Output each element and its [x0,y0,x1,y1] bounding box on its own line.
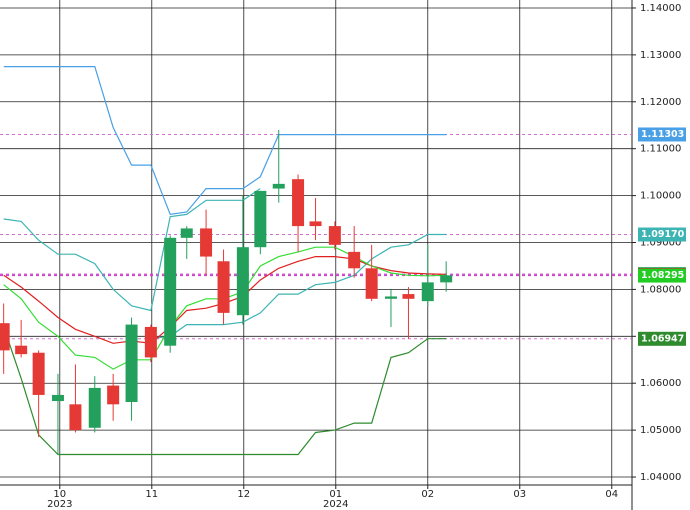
price-label-box [638,127,686,142]
candle-body [164,237,177,346]
candle-body [421,282,434,302]
y-tick-label: 1.06000 [640,378,681,389]
y-tick-label: 1.10000 [640,191,681,202]
candle-body [254,190,267,248]
price-label-box [638,268,686,283]
candle-body [107,385,120,405]
candle-body [144,326,157,358]
price-label: 1.08295 [641,270,684,281]
indicator-line [3,66,447,216]
candle-body [309,221,322,227]
y-tick-label: 1.05000 [640,425,681,436]
candle-body [384,296,397,299]
x-tick-label: 03 [513,489,526,500]
y-tick-label: 1.04000 [640,472,681,483]
candle-body [365,268,378,299]
candle-body [32,352,45,395]
x-tick-label: 01 [329,489,342,500]
y-tick-label: 1.12000 [640,97,681,108]
price-label: 1.11303 [641,129,684,140]
indicator-line [3,326,447,456]
y-tick-label: 1.08000 [640,284,681,295]
x-year-label: 2024 [323,499,348,510]
x-tick-label: 12 [237,489,250,500]
x-year-label: 2023 [47,499,72,510]
candle-body [0,323,10,351]
x-tick-label: 11 [145,489,158,500]
candle-body [217,261,230,313]
candle-body [51,394,64,402]
candle-body [402,294,415,299]
candle-body [15,345,28,355]
candle-body [180,228,193,238]
candle-body [88,387,101,428]
price-label: 1.09170 [641,229,685,240]
indicator-line [150,233,447,340]
candle-body [69,404,82,431]
candle-body [328,226,341,245]
y-tick-label: 1.09000 [640,238,681,249]
candle-body [125,324,138,402]
price-label-box [638,331,686,346]
candle-body [272,183,285,189]
y-tick-label: 1.14000 [640,3,681,14]
y-tick-label: 1.11000 [640,144,681,155]
x-tick-label: 10 [53,489,66,500]
indicator-line [3,188,261,312]
price-label-box [638,227,686,242]
candle-body [236,247,249,316]
candle-body [440,275,453,283]
y-tick-label: 1.13000 [640,50,681,61]
price-label: 1.06947 [641,333,684,344]
candle-body [200,228,213,257]
x-tick-label: 04 [605,489,618,500]
candle-body [292,179,305,227]
candle-body [348,251,361,269]
x-tick-label: 02 [421,489,434,500]
